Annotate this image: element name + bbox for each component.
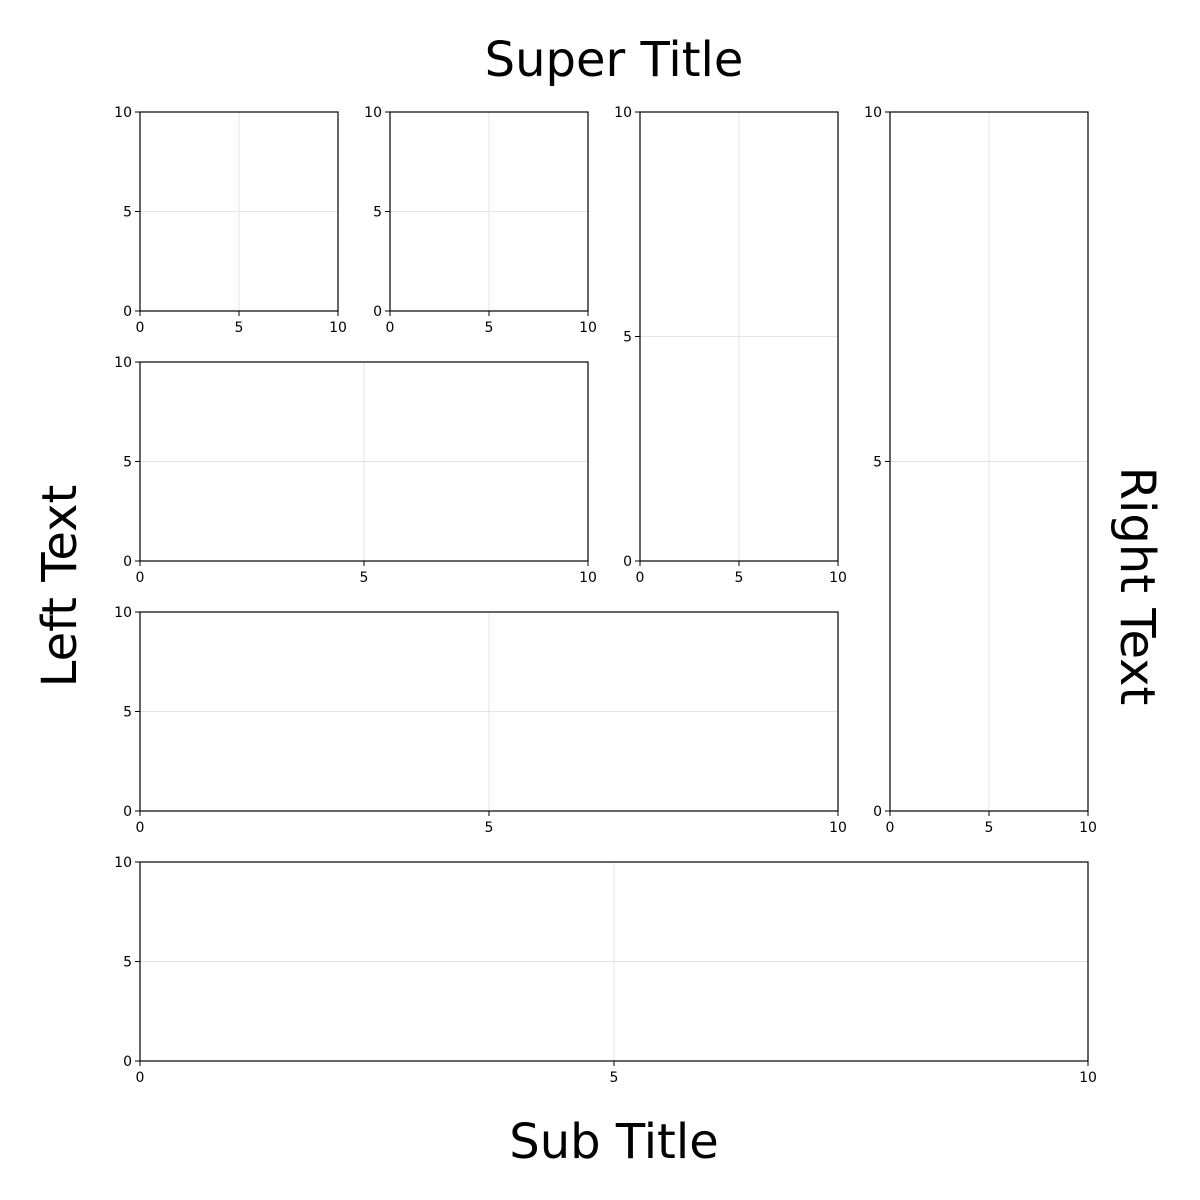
subplot-5: 0 5 10 0 5 10 [114, 355, 597, 586]
y-tick-label: 10 [114, 855, 132, 871]
x-tick-label: 0 [136, 820, 145, 836]
x-tick-label: 10 [829, 820, 847, 836]
y-tick-label: 0 [873, 804, 882, 820]
x-tick-label: 0 [636, 570, 645, 586]
x-tick-label: 5 [485, 320, 494, 336]
y-tick-label: 0 [123, 554, 132, 570]
x-tick-label: 5 [985, 820, 994, 836]
y-tick-label: 10 [364, 105, 382, 121]
x-tick-label: 5 [360, 570, 369, 586]
x-tick-label: 5 [235, 320, 244, 336]
subplot-4: 0 5 10 0 5 10 [864, 105, 1097, 836]
y-tick-label: 10 [114, 355, 132, 371]
x-tick-label: 5 [485, 820, 494, 836]
subplot-2: 0 5 10 0 5 10 [364, 105, 597, 336]
y-tick-label: 0 [373, 304, 382, 320]
x-tick-label: 10 [1079, 1070, 1097, 1086]
y-tick-label: 0 [623, 554, 632, 570]
left-text: Left Text [32, 485, 88, 688]
x-tick-label: 0 [386, 320, 395, 336]
x-tick-label: 0 [136, 1070, 145, 1086]
right-text: Right Text [1109, 467, 1165, 706]
x-tick-label: 10 [579, 570, 597, 586]
subplot-3: 0 5 10 0 5 10 [614, 105, 847, 586]
subplot-6: 0 5 10 0 5 10 [114, 605, 847, 836]
y-tick-label: 0 [123, 304, 132, 320]
sub-title: Sub Title [509, 1114, 718, 1170]
y-tick-label: 5 [623, 330, 632, 346]
y-tick-label: 10 [114, 605, 132, 621]
x-tick-label: 10 [829, 570, 847, 586]
y-tick-label: 5 [123, 705, 132, 721]
x-tick-label: 0 [136, 570, 145, 586]
x-tick-label: 10 [579, 320, 597, 336]
y-tick-label: 5 [123, 955, 132, 971]
x-tick-label: 5 [735, 570, 744, 586]
y-tick-label: 5 [123, 455, 132, 471]
y-tick-label: 0 [123, 804, 132, 820]
y-tick-label: 10 [614, 105, 632, 121]
x-tick-label: 10 [329, 320, 347, 336]
super-title: Super Title [485, 32, 744, 88]
y-tick-label: 5 [373, 205, 382, 221]
y-tick-label: 10 [114, 105, 132, 121]
x-tick-label: 0 [886, 820, 895, 836]
subplot-7: 0 5 10 0 5 10 [114, 855, 1097, 1086]
subplot-1: 0 5 10 0 5 10 [114, 105, 347, 336]
subplot-grid: 0 5 10 0 5 10 0 5 10 0 5 10 0 5 10 0 5 10 0 5 10 0 5 10 0 5 10 0 5 10… [114, 105, 1097, 1086]
y-tick-label: 5 [873, 455, 882, 471]
x-tick-label: 5 [610, 1070, 619, 1086]
y-tick-label: 5 [123, 205, 132, 221]
y-tick-label: 10 [864, 105, 882, 121]
y-tick-label: 0 [123, 1054, 132, 1070]
x-tick-label: 0 [136, 320, 145, 336]
x-tick-label: 10 [1079, 820, 1097, 836]
